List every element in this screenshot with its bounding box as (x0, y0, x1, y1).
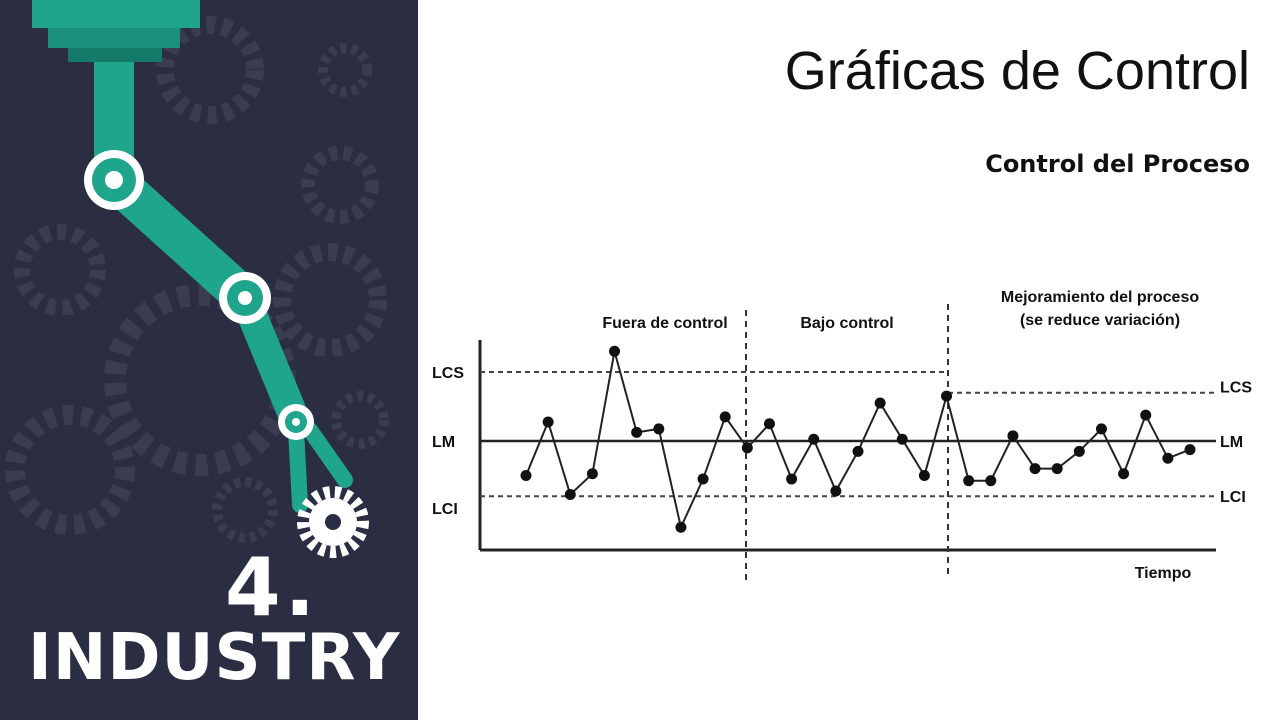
data-point (786, 473, 798, 485)
industry-wordmark: INDUSTRY (28, 621, 401, 695)
x-axis-label: Tiempo (1135, 565, 1192, 582)
data-point (1073, 445, 1085, 457)
data-point (719, 411, 731, 423)
data-point (542, 416, 554, 428)
page-subtitle: Control del Proceso (985, 150, 1250, 178)
data-point (1007, 430, 1019, 442)
data-point (1095, 423, 1107, 435)
data-point (985, 475, 997, 487)
data-point (852, 445, 864, 457)
limit-label: LM (1220, 434, 1243, 451)
slide-number: 4. (225, 541, 320, 634)
data-point (830, 485, 842, 497)
data-point (741, 442, 753, 454)
limit-label: LCI (1220, 489, 1246, 506)
data-point (564, 488, 576, 500)
data-point (874, 397, 886, 409)
robot-arm-icon (32, 0, 369, 558)
section-label: Bajo control (800, 315, 893, 332)
data-point (763, 418, 775, 430)
data-point (1051, 463, 1063, 475)
limit-label: LCS (1220, 380, 1252, 397)
data-point (963, 475, 975, 487)
robot-arm-illustration (5, 0, 389, 558)
limit-label: LCS (432, 365, 464, 382)
section-label: Fuera de control (602, 315, 727, 332)
data-point (918, 470, 930, 481)
data-point (1118, 468, 1130, 480)
data-point (697, 473, 709, 485)
data-point (1162, 452, 1174, 464)
page-title: Gráficas de Control (784, 41, 1250, 101)
data-point (653, 423, 665, 435)
data-line (525, 351, 1191, 531)
data-point (609, 345, 621, 357)
data-point (1184, 444, 1196, 456)
data-point (896, 433, 908, 445)
data-point (1140, 409, 1152, 421)
section-label: (se reduce variación) (1020, 312, 1180, 329)
data-point (941, 390, 953, 402)
data-point (675, 521, 687, 533)
limit-label: LCI (432, 501, 458, 518)
data-point (520, 470, 532, 481)
data-point (1029, 463, 1041, 475)
limit-label: LM (432, 434, 455, 451)
section-label: Mejoramiento del proceso (1001, 289, 1199, 306)
data-point (586, 468, 598, 480)
control-chart: LCS LM LCI LCS LM LCI Fuera de control Bajo con… (432, 289, 1252, 582)
data-point (631, 426, 643, 438)
sidebar-panel: 4. INDUSTRY (0, 0, 418, 720)
data-point (808, 433, 820, 445)
